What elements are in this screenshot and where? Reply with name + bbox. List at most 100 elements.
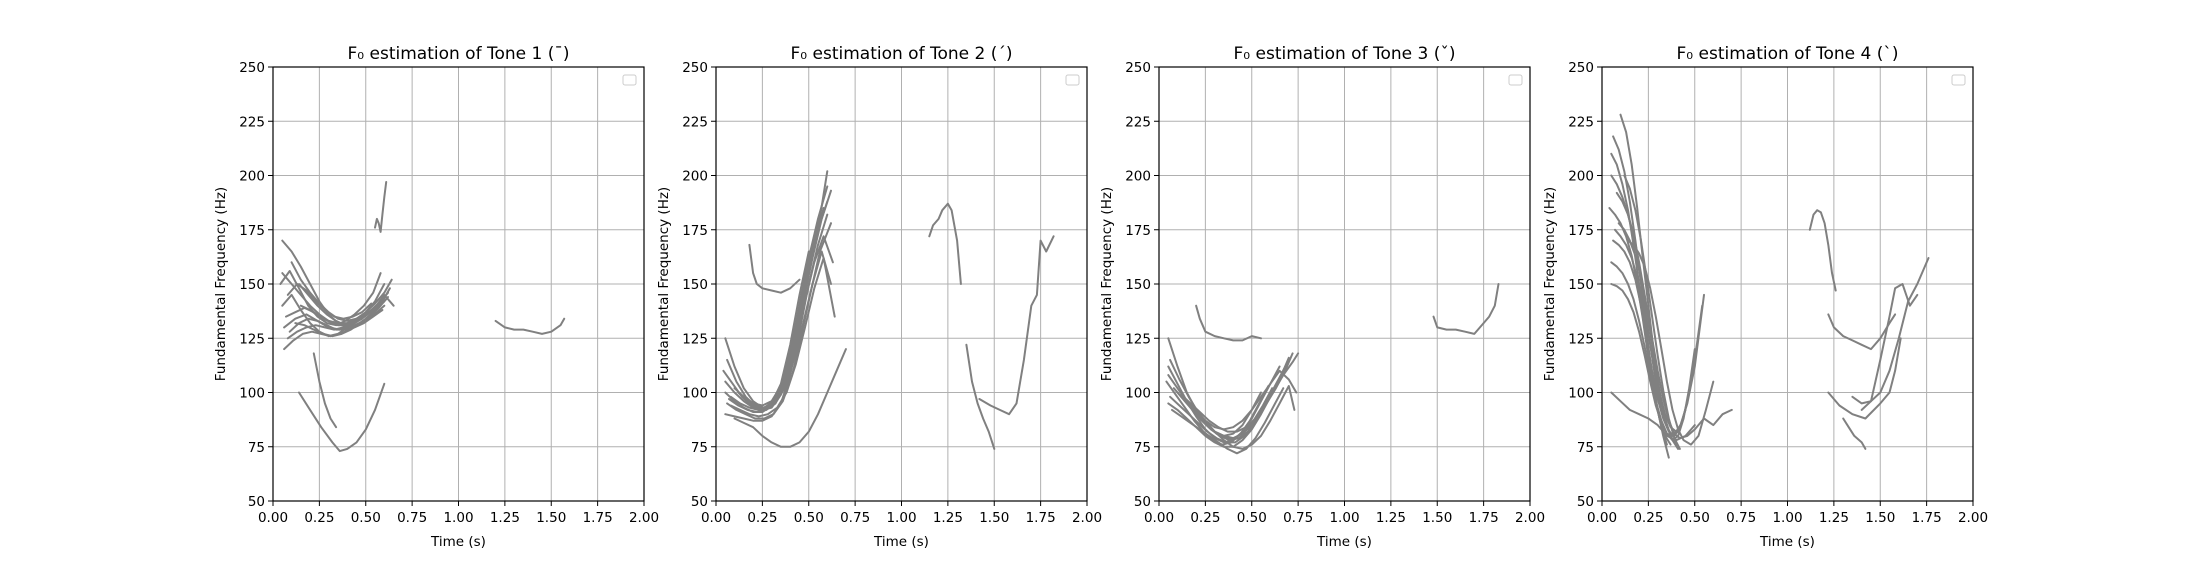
chart-title: F₀ estimation of Tone 3 (ˇ): [1234, 44, 1456, 64]
series-line-t3-l: [1185, 385, 1296, 450]
x-tick-label: 0.25: [304, 510, 334, 526]
x-tick-label: 1.25: [1819, 510, 1849, 526]
x-tick-label: 0.75: [1726, 510, 1756, 526]
chart-title: F₀ estimation of Tone 1 (ˉ): [348, 44, 570, 64]
series-line-t4-far6: [1860, 283, 1919, 411]
series-line-t1-drop: [312, 352, 338, 429]
series-line-t4-far3: [1827, 337, 1902, 420]
series-line-t2-far3: [978, 235, 1055, 416]
y-tick-label: 100: [682, 386, 708, 402]
chart-panel-4: 0.00 0.25 0.50 0.75 1.00 1.25 1.50 1.75 2.00 50 75…: [1542, 44, 1988, 550]
y-tick-label: 125: [239, 331, 265, 347]
series-line-t2-m: [729, 257, 836, 418]
y-tick-label: 75: [1134, 440, 1151, 456]
y-axis-label: Fundamental Frequency (Hz): [213, 187, 229, 381]
series-line-t1-low: [298, 382, 386, 453]
series-line-t3-top: [1195, 304, 1262, 342]
y-tick-label: 225: [239, 114, 265, 130]
series-line-t4-m: [1610, 391, 1696, 442]
series-line-t2-l: [742, 170, 829, 411]
y-tick-label: 50: [1577, 494, 1594, 510]
y-axis-label: Fundamental Frequency (Hz): [656, 187, 672, 381]
y-axis-label: Fundamental Frequency (Hz): [1542, 187, 1558, 381]
series-group: [1165, 283, 1500, 455]
x-tick-label: 0.50: [1237, 510, 1267, 526]
y-tick-label: 200: [1568, 169, 1594, 185]
x-tick-label: 0.00: [1587, 510, 1617, 526]
series-line-t4-far5: [1851, 257, 1930, 405]
y-tick-label: 200: [682, 169, 708, 185]
y-tick-label: 75: [691, 440, 708, 456]
legend-box: [1951, 74, 1966, 86]
series-line-t4-far1: [1808, 209, 1837, 292]
x-tick-label: 0.50: [794, 510, 824, 526]
x-tick-label: 1.25: [1376, 510, 1406, 526]
x-tick-label: 1.50: [1422, 510, 1452, 526]
chart-title: F₀ estimation of Tone 2 (ˊ): [791, 44, 1013, 64]
x-tick-label: 2.00: [1072, 510, 1102, 526]
series-line-t1-g: [290, 261, 386, 322]
y-tick-label: 175: [682, 223, 708, 239]
x-tick-label: 0.25: [1633, 510, 1663, 526]
series-group: [279, 181, 566, 453]
y-tick-label: 250: [682, 60, 708, 76]
axes-frame: [715, 66, 1088, 502]
x-tick-label: 0.75: [840, 510, 870, 526]
x-tick-label: 0.75: [397, 510, 427, 526]
series-line-t2-f: [724, 213, 829, 422]
series-line-t1-n: [298, 283, 391, 327]
series-line-t4-j: [1610, 283, 1705, 437]
series-line-t1-far: [494, 317, 566, 335]
axes-frame: [272, 66, 645, 502]
y-tick-label: 100: [1568, 386, 1594, 402]
series-line-t2-high: [748, 243, 801, 294]
series-line-t3-i: [1171, 387, 1285, 455]
y-tick-label: 50: [1134, 494, 1151, 510]
x-tick-label: 2.00: [1958, 510, 1988, 526]
y-tick-label: 175: [239, 223, 265, 239]
series-line-t1-l: [299, 278, 393, 325]
series-line-t3-far: [1432, 283, 1500, 335]
legend-box: [622, 74, 637, 86]
y-tick-label: 100: [1125, 386, 1151, 402]
y-tick-label: 225: [682, 114, 708, 130]
x-tick-label: 1.00: [1329, 510, 1359, 526]
x-tick-label: 1.75: [1469, 510, 1499, 526]
chart-title: F₀ estimation of Tone 4 (ˋ): [1677, 44, 1899, 64]
x-tick-label: 1.00: [1772, 510, 1802, 526]
y-tick-label: 150: [239, 277, 265, 293]
x-axis-label: Time (s): [430, 534, 486, 550]
x-tick-label: 1.50: [1865, 510, 1895, 526]
x-tick-label: 0.25: [1190, 510, 1220, 526]
x-tick-label: 1.75: [583, 510, 613, 526]
series-line-t2-far1: [928, 202, 962, 285]
panels: 0.00 0.25 0.50 0.75 1.00 1.25 1.50 1.75 2.00 50 75…: [213, 44, 1988, 550]
y-tick-label: 250: [239, 60, 265, 76]
chart-panel-3: 0.00 0.25 0.50 0.75 1.00 1.25 1.50 1.75 2.00 50 75…: [1099, 44, 1545, 550]
x-tick-label: 0.00: [701, 510, 731, 526]
series-line-t2-k: [724, 250, 810, 411]
y-tick-label: 50: [248, 494, 265, 510]
x-tick-label: 0.75: [1283, 510, 1313, 526]
x-tick-label: 2.00: [629, 510, 659, 526]
x-tick-label: 2.00: [1515, 510, 1545, 526]
series-line-t4-n: [1627, 239, 1715, 446]
y-tick-label: 100: [239, 386, 265, 402]
y-tick-label: 150: [1568, 277, 1594, 293]
y-tick-label: 75: [1577, 440, 1594, 456]
chart-panel-2: 0.00 0.25 0.50 0.75 1.00 1.25 1.50 1.75 2.00 50 75…: [656, 44, 1102, 550]
series-line-t2-low: [733, 348, 847, 448]
series-group: [722, 170, 1055, 450]
y-tick-label: 75: [248, 440, 265, 456]
series-line-t4-l: [1617, 222, 1733, 440]
x-tick-label: 1.25: [490, 510, 520, 526]
x-tick-label: 1.50: [536, 510, 566, 526]
x-tick-label: 1.00: [886, 510, 916, 526]
x-tick-label: 1.25: [933, 510, 963, 526]
x-tick-label: 1.75: [1912, 510, 1942, 526]
chart-panel-1: 0.00 0.25 0.50 0.75 1.00 1.25 1.50 1.75 2.00 50 75…: [213, 44, 659, 550]
series-line-t4-k: [1612, 135, 1670, 459]
x-tick-label: 1.50: [979, 510, 1009, 526]
series-line-t4-far4: [1842, 417, 1867, 450]
